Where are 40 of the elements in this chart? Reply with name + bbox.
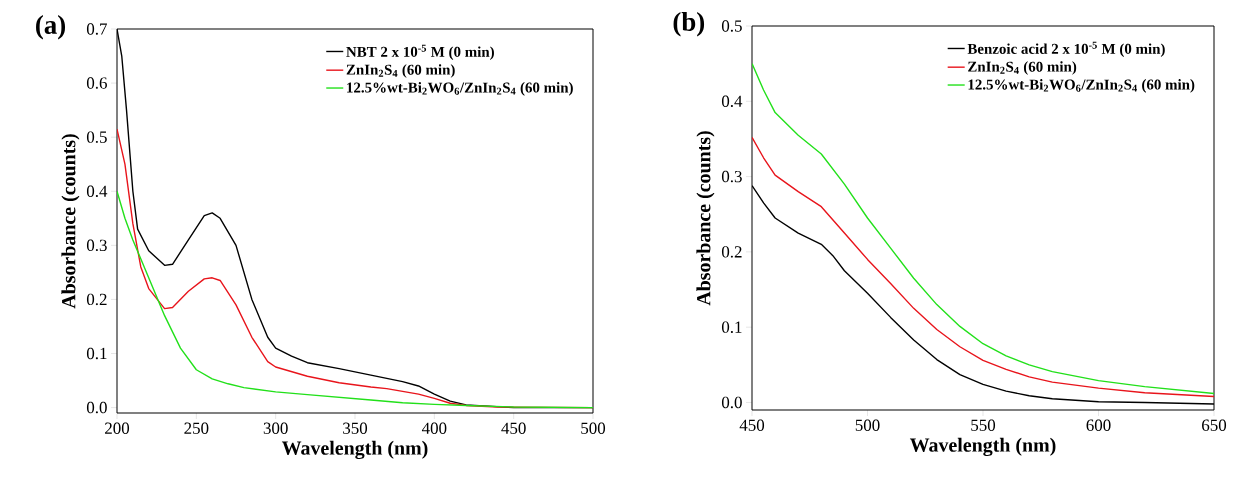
legend-label: ZnIn$_{2}$S$_{4}$ (60 min) <box>346 64 455 78</box>
legend-label: Benzoic acid 2 x 10$^{-5}$ M (0 min) <box>967 41 1165 57</box>
y-tick-label: 0.7 <box>86 23 107 35</box>
y-tick-label: 0.4 <box>86 185 108 197</box>
chart-title: (a) <box>36 15 66 40</box>
y-tick-label: 0.6 <box>86 77 107 89</box>
text: 12.5%wt-Bi$_{2}$WO$_{6}$/ZnIn$_{2}$S$_{4}$ (60 min) <box>347 82 573 96</box>
y-axis-title: Absorbance (counts) <box>61 134 80 309</box>
y-axis-title: Absorbance (counts) <box>696 131 715 306</box>
line-series <box>752 62 1215 395</box>
y-tick-label: 0.1 <box>86 347 107 360</box>
x-tick-label: 450 <box>501 422 526 434</box>
legend-label: ZnIn$_{2}$S$_{4}$ (60 min) <box>968 61 1077 75</box>
y-tick-label: 0.3 <box>721 170 742 183</box>
y-tick-label: 0.1 <box>721 321 742 333</box>
y-tick-label: 0.0 <box>721 396 742 409</box>
y-tick-label: 0.5 <box>721 20 742 32</box>
x-tick-label: 250 <box>184 422 209 434</box>
y-tick-label: 0.2 <box>86 293 107 306</box>
x-tick-label: 500 <box>855 419 880 431</box>
x-tick-label: 350 <box>343 422 368 434</box>
chart-title: (b) <box>673 12 705 37</box>
y-tick-label: 0.0 <box>86 401 107 414</box>
legend-label: NBT 2 x 10$^{-5}$ M (0 min) <box>346 44 494 60</box>
line-series <box>752 136 1215 398</box>
x-axis-title: Wavelength (nm) <box>281 440 428 459</box>
y-tick-label: 0.3 <box>86 239 107 252</box>
x-tick-label: 500 <box>581 422 606 434</box>
y-tick-label: 0.2 <box>721 246 742 258</box>
x-tick-label: 550 <box>971 419 996 431</box>
x-axis-title: Wavelength (nm) <box>909 437 1056 456</box>
y-tick-label: 0.4 <box>721 95 743 108</box>
x-tick-label: 650 <box>1202 419 1227 431</box>
x-tick-label: 400 <box>421 422 447 434</box>
text: 12.5%wt-Bi$_{2}$WO$_{6}$/ZnIn$_{2}$S$_{4}$ (60 min) <box>968 79 1195 93</box>
x-tick-label: 450 <box>739 419 765 431</box>
x-tick-label: 300 <box>263 422 288 434</box>
x-tick-label: 200 <box>105 422 130 434</box>
y-tick-label: 0.5 <box>86 131 107 143</box>
x-tick-label: 600 <box>1086 419 1111 431</box>
